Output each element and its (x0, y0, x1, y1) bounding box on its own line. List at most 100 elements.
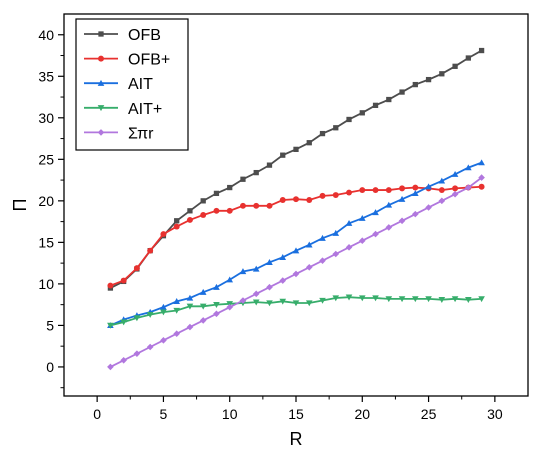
x-tick-label: 20 (354, 406, 370, 422)
series-1-point (346, 189, 352, 196)
series-0-point (346, 116, 352, 123)
series-4-point (173, 330, 180, 338)
series-0-point (266, 162, 273, 168)
series-0-point (240, 176, 246, 182)
series-3-point (266, 300, 273, 307)
series-3-point (451, 296, 459, 303)
series-0 (107, 47, 485, 291)
y-tick-label: 40 (38, 27, 54, 43)
series-3-point (199, 303, 207, 310)
series-3-point (438, 297, 446, 303)
series-2-point (465, 164, 472, 171)
x-axis-title: R (290, 429, 303, 449)
series-1-point (412, 184, 419, 191)
series-0-point (386, 96, 392, 103)
series-1-point (478, 183, 485, 190)
series-3-point (332, 295, 340, 302)
series-2-point (319, 234, 326, 241)
y-axis-title: Π (10, 199, 30, 212)
series-4-point (332, 250, 340, 258)
series-3-point (120, 319, 127, 326)
series-1-point (293, 196, 299, 203)
legend-entry: Σπr (84, 125, 154, 142)
series-1-point (147, 247, 154, 254)
series-1-point (173, 223, 180, 230)
legend-entry: OFB (84, 27, 161, 44)
series-1-point (359, 187, 366, 194)
series-3-point (305, 300, 313, 307)
series-0-point (227, 184, 233, 191)
series-0-point (399, 89, 405, 95)
legend-label: OFB (128, 27, 161, 44)
series-2 (107, 159, 485, 329)
series-4-point (107, 363, 114, 371)
series-0-point (372, 102, 379, 108)
series-4-point (398, 217, 406, 225)
series-0-point (465, 55, 471, 61)
series-0-point (253, 169, 259, 176)
series-4-point (305, 263, 313, 271)
series-0-point (306, 140, 312, 146)
series-0-point (359, 110, 365, 116)
series-1-point (452, 185, 459, 192)
series-3-point (160, 309, 167, 316)
legend-label: Σπr (128, 125, 154, 142)
series-3-point (213, 302, 220, 308)
series-2-point (160, 303, 167, 310)
series-3-point (412, 296, 419, 303)
y-tick-label: 25 (38, 151, 54, 167)
legend-entry: OFB+ (84, 52, 170, 69)
legend-marker (98, 31, 104, 37)
series-2-point (372, 209, 379, 216)
series-4-point (451, 190, 459, 198)
y-tick-label: 35 (38, 68, 54, 84)
series-3-point (107, 322, 114, 329)
series-3-point (186, 303, 194, 310)
series-4-point (239, 297, 247, 304)
series-2-point (279, 254, 287, 260)
legend-marker (97, 105, 105, 112)
legend-label: OFB+ (128, 52, 170, 69)
series-0-point (478, 47, 485, 54)
series-3-point (173, 307, 180, 314)
series-1-point (133, 265, 140, 272)
series-3-point (252, 299, 260, 306)
series-4-point (412, 210, 419, 218)
series-3-point (425, 296, 432, 303)
series-4-point (199, 317, 207, 324)
y-tick-label: 0 (46, 359, 54, 375)
series-1-point (306, 197, 313, 203)
series-4-point (186, 323, 194, 331)
series-1-point (399, 185, 406, 192)
series-2-point (385, 201, 393, 208)
series-2-point (438, 177, 446, 184)
series-1 (107, 183, 485, 289)
series-0-point (412, 81, 418, 88)
series-0-point (213, 190, 220, 197)
series-4-point (319, 257, 326, 264)
x-tick-label: 15 (288, 406, 304, 422)
series-4 (107, 174, 485, 371)
series-4-point (292, 270, 300, 278)
series-4-point (345, 244, 353, 251)
x-tick-label: 5 (160, 406, 168, 422)
series-1-point (120, 277, 127, 284)
series-3-point (465, 297, 472, 303)
series-1-point (279, 197, 286, 203)
series-1-point (200, 211, 207, 218)
series-2-point (186, 294, 194, 301)
legend-entry: AIT (84, 76, 153, 93)
series-4-point (385, 224, 393, 231)
series-4-point (266, 283, 273, 291)
series-2-point (478, 159, 485, 166)
series-4-point (160, 337, 167, 344)
series-0-point (452, 63, 458, 69)
series-4-point (146, 343, 154, 351)
series-4-point (465, 184, 472, 191)
series-2-point (173, 298, 180, 304)
y-tick-label: 10 (38, 276, 54, 292)
series-4-point (358, 237, 366, 245)
series-3-point (146, 311, 154, 318)
series-0-point (319, 130, 326, 137)
series-2-point (213, 283, 220, 290)
